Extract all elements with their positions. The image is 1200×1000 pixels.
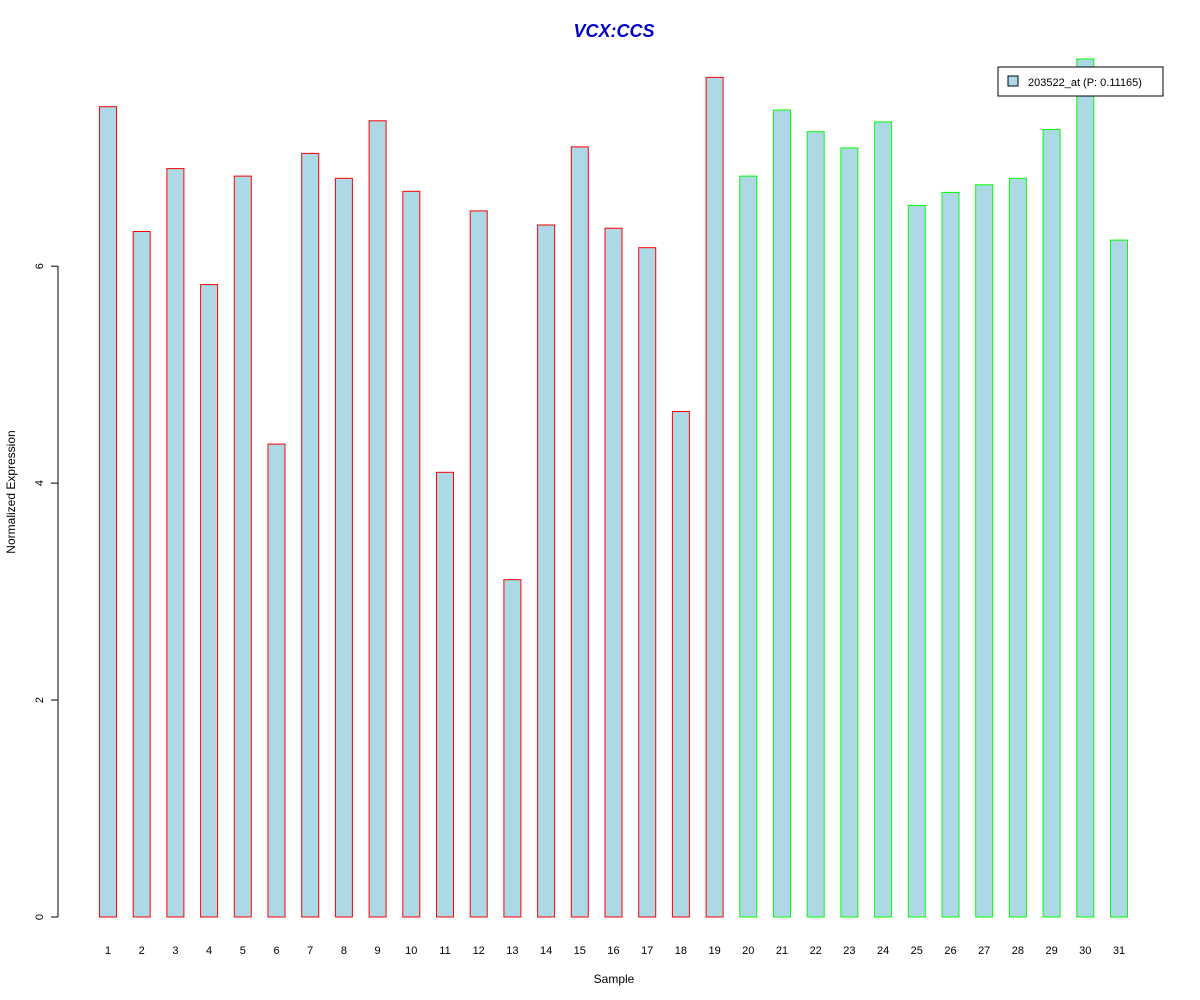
x-tick-label: 7 — [307, 945, 313, 957]
bar-sample-18 — [671, 411, 690, 918]
x-tick-label: 1 — [105, 945, 111, 957]
bar-sample-9 — [368, 120, 387, 918]
legend-box — [997, 66, 1164, 97]
x-tick-label: 4 — [206, 945, 212, 957]
x-tick-label: 19 — [708, 945, 720, 957]
legend-entry-label: 203522_at (P: 0.11165) — [1028, 77, 1142, 89]
bars-group — [99, 58, 1128, 918]
bar-sample-4 — [200, 284, 219, 918]
bar-sample-19 — [705, 76, 724, 918]
y-tick-label: 0 — [34, 914, 46, 920]
x-axis-tick-labels: 1 2 3 4 5 6 7 8 9 10 11 12 13 14 15 16 17 18 19 20 21 22 23 24 2… — [105, 945, 1125, 957]
bar-sample-13 — [503, 579, 522, 918]
x-tick-label: 25 — [911, 945, 923, 957]
x-tick-label: 12 — [473, 945, 485, 957]
bar-sample-12 — [469, 210, 488, 918]
bar-sample-16 — [604, 227, 623, 918]
y-axis: 0 2 4 6 — [34, 263, 59, 920]
x-tick-label: 17 — [641, 945, 653, 957]
x-tick-label: 31 — [1113, 945, 1125, 957]
bar-sample-10 — [402, 190, 421, 918]
x-tick-label: 21 — [776, 945, 788, 957]
x-tick-label: 16 — [607, 945, 619, 957]
bar-sample-26 — [941, 191, 960, 918]
x-tick-label: 26 — [944, 945, 956, 957]
y-axis-label: Normalized Expression — [4, 430, 18, 553]
bar-sample-8 — [334, 177, 353, 918]
x-tick-label: 14 — [540, 945, 552, 957]
bar-sample-6 — [267, 443, 286, 918]
bar-sample-25 — [907, 204, 926, 918]
x-tick-label: 3 — [172, 945, 178, 957]
x-tick-label: 24 — [877, 945, 889, 957]
x-tick-label: 27 — [978, 945, 990, 957]
x-tick-label: 6 — [273, 945, 279, 957]
chart-title: VCX:CCS — [573, 21, 654, 41]
bar-sample-17 — [638, 247, 657, 918]
x-tick-label: 20 — [742, 945, 754, 957]
y-tick-label: 6 — [34, 263, 46, 269]
bar-sample-22 — [806, 131, 825, 918]
x-tick-label: 13 — [506, 945, 518, 957]
bar-sample-23 — [840, 147, 859, 918]
bar-sample-1 — [99, 106, 117, 918]
bar-sample-31 — [1110, 239, 1128, 918]
bar-sample-7 — [301, 152, 320, 918]
bar-sample-27 — [975, 184, 994, 918]
x-tick-label: 28 — [1012, 945, 1024, 957]
x-tick-label: 2 — [139, 945, 145, 957]
x-tick-label: 23 — [843, 945, 855, 957]
y-tick-label: 2 — [34, 697, 46, 703]
x-tick-label: 11 — [439, 945, 450, 957]
bar-sample-20 — [739, 175, 758, 918]
bar-sample-2 — [132, 231, 151, 918]
bar-sample-14 — [537, 224, 556, 918]
bar-sample-28 — [1008, 177, 1027, 918]
x-axis-label: Sample — [594, 972, 635, 986]
bar-sample-11 — [436, 471, 454, 918]
bar-sample-21 — [773, 109, 791, 918]
bar-sample-3 — [166, 168, 185, 918]
bar-sample-15 — [570, 146, 589, 918]
x-tick-label: 30 — [1079, 945, 1091, 957]
legend: 203522_at (P: 0.11165) — [997, 66, 1164, 97]
x-tick-label: 22 — [810, 945, 822, 957]
bar-sample-29 — [1042, 129, 1061, 918]
x-tick-label: 5 — [240, 945, 246, 957]
bar-sample-30 — [1076, 58, 1095, 918]
x-tick-label: 29 — [1045, 945, 1057, 957]
x-tick-label: 9 — [375, 945, 381, 957]
x-tick-label: 10 — [405, 945, 417, 957]
legend-swatch — [1007, 75, 1019, 87]
bar-sample-5 — [233, 175, 252, 918]
x-tick-label: 15 — [574, 945, 586, 957]
y-tick-label: 4 — [34, 480, 46, 486]
x-tick-label: 18 — [675, 945, 687, 957]
x-tick-label: 8 — [341, 945, 347, 957]
bar-sample-24 — [874, 121, 893, 918]
